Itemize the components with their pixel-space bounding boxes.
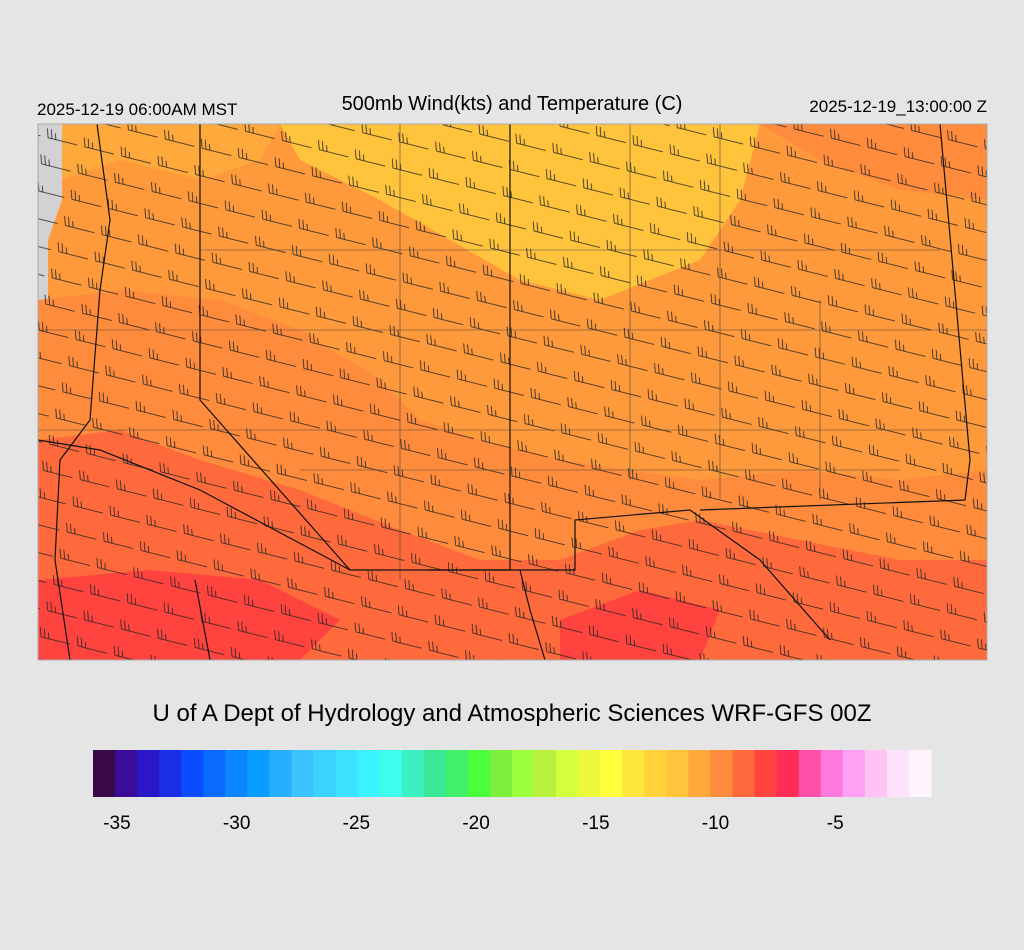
colorbar-tick-label: -5 <box>827 813 844 834</box>
color-swatch <box>776 750 800 797</box>
color-swatch <box>225 750 248 797</box>
valid-time-utc: 2025-12-19_13:00:00 Z <box>809 97 987 116</box>
color-swatch <box>908 750 932 797</box>
color-swatch <box>600 750 623 797</box>
colorbar-tick-label: -10 <box>702 813 729 834</box>
color-swatch <box>798 750 822 797</box>
color-swatch <box>710 750 734 797</box>
color-swatch <box>489 750 513 797</box>
credit: U of A Dept of Hydrology and Atmospheric… <box>153 700 872 727</box>
color-swatch <box>512 750 535 797</box>
map-frame <box>37 123 988 661</box>
color-swatch <box>445 750 469 797</box>
color-swatch <box>578 750 601 797</box>
color-swatch <box>159 750 182 797</box>
colorbar-tick-label: -20 <box>462 813 489 834</box>
color-swatch <box>423 750 447 797</box>
color-swatch <box>732 750 756 797</box>
color-swatch <box>820 750 844 797</box>
color-swatch <box>335 750 359 797</box>
color-swatch <box>379 750 403 797</box>
colorbar-tick-label: -25 <box>343 813 370 834</box>
color-swatch <box>534 750 557 797</box>
color-swatch <box>688 750 711 797</box>
color-swatch <box>556 750 579 797</box>
color-swatch <box>666 750 689 797</box>
color-swatch <box>842 750 866 797</box>
color-swatch <box>754 750 778 797</box>
color-swatch <box>137 750 160 797</box>
color-swatch <box>203 750 226 797</box>
color-swatch <box>864 750 888 797</box>
colorbar-tick-label: -35 <box>103 813 130 834</box>
color-swatch <box>291 750 315 797</box>
color-swatch <box>886 750 910 797</box>
color-swatch <box>467 750 491 797</box>
colorbar-tick-label: -30 <box>223 813 250 834</box>
map <box>38 124 987 660</box>
color-swatch <box>269 750 292 797</box>
colorbar: -35 -30 -25 -20 -15 -10 -5 <box>93 750 932 834</box>
map-title: 500mb Wind(kts) and Temperature (C) <box>342 93 683 115</box>
color-swatch <box>115 750 138 797</box>
colorbar-tick-label: -15 <box>582 813 609 834</box>
color-swatch <box>93 750 116 797</box>
color-swatch <box>644 750 667 797</box>
color-swatch <box>247 750 270 797</box>
color-swatch <box>313 750 337 797</box>
color-swatch <box>622 750 645 797</box>
color-swatch <box>181 750 204 797</box>
color-swatch <box>401 750 425 797</box>
color-swatch <box>357 750 381 797</box>
valid-time-local: 2025-12-19 06:00AM MST <box>37 100 237 119</box>
